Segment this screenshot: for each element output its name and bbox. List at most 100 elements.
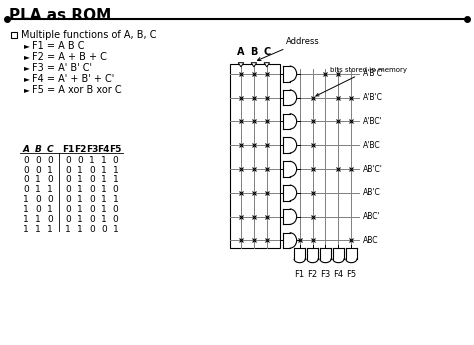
- Text: 1: 1: [23, 225, 29, 234]
- Text: PLA as ROM: PLA as ROM: [9, 8, 111, 23]
- Text: 1: 1: [47, 205, 53, 214]
- Text: 0: 0: [113, 185, 118, 194]
- Text: 0: 0: [65, 176, 71, 185]
- Text: 0: 0: [65, 156, 71, 165]
- Text: F5: F5: [346, 270, 356, 279]
- Text: A'BC': A'BC': [363, 117, 383, 126]
- Text: 1: 1: [23, 195, 29, 204]
- Text: 0: 0: [35, 205, 41, 214]
- Text: 1: 1: [77, 205, 83, 214]
- Text: Address: Address: [257, 37, 319, 61]
- Text: 0: 0: [65, 195, 71, 204]
- Text: ►: ►: [24, 41, 30, 50]
- Text: ABC: ABC: [363, 236, 379, 245]
- Text: 1: 1: [113, 166, 118, 175]
- Text: 1: 1: [89, 156, 95, 165]
- Bar: [230, 64, 280, 248]
- Text: Multiple functions of A, B, C: Multiple functions of A, B, C: [21, 30, 157, 40]
- Text: 1: 1: [35, 176, 41, 185]
- Text: ►: ►: [24, 74, 30, 83]
- Text: 1: 1: [101, 185, 107, 194]
- Text: 1: 1: [47, 185, 53, 194]
- Text: 1: 1: [101, 176, 107, 185]
- Text: B: B: [250, 47, 257, 57]
- Text: 1: 1: [101, 156, 107, 165]
- Text: 1: 1: [23, 205, 29, 214]
- Text: B: B: [35, 145, 42, 154]
- Text: 0: 0: [47, 195, 53, 204]
- Text: A'B'C': A'B'C': [363, 69, 385, 78]
- Text: ►: ►: [24, 52, 30, 61]
- Text: A: A: [237, 47, 245, 57]
- Text: C: C: [47, 145, 54, 154]
- Text: 0: 0: [77, 156, 83, 165]
- Text: F3: F3: [320, 270, 330, 279]
- Polygon shape: [264, 63, 270, 67]
- Text: 0: 0: [35, 156, 41, 165]
- Text: C: C: [263, 47, 271, 57]
- Text: 0: 0: [47, 176, 53, 185]
- Text: 0: 0: [35, 195, 41, 204]
- Text: 0: 0: [89, 205, 95, 214]
- Text: 0: 0: [89, 195, 95, 204]
- Text: ►: ►: [24, 63, 30, 72]
- Text: 1: 1: [47, 166, 53, 175]
- Text: 0: 0: [89, 225, 95, 234]
- Text: 1: 1: [65, 225, 71, 234]
- Text: A'BC: A'BC: [363, 141, 381, 150]
- Polygon shape: [238, 63, 244, 67]
- Text: F1 = A B C: F1 = A B C: [32, 41, 85, 51]
- Text: F5: F5: [109, 145, 122, 154]
- Text: 1: 1: [113, 176, 118, 185]
- Text: F2 = A + B + C: F2 = A + B + C: [32, 52, 107, 62]
- Text: F3 = A' B' C': F3 = A' B' C': [32, 63, 92, 73]
- Text: 1: 1: [35, 225, 41, 234]
- Text: F1: F1: [294, 270, 305, 279]
- Text: 0: 0: [65, 185, 71, 194]
- Text: A'B'C: A'B'C: [363, 93, 383, 102]
- Text: F4: F4: [333, 270, 344, 279]
- Text: 1: 1: [101, 205, 107, 214]
- Text: 0: 0: [23, 185, 29, 194]
- Text: 0: 0: [89, 215, 95, 224]
- Text: 1: 1: [113, 195, 118, 204]
- Text: 1: 1: [113, 225, 118, 234]
- Text: 1: 1: [101, 166, 107, 175]
- Text: 0: 0: [89, 166, 95, 175]
- Text: 0: 0: [65, 215, 71, 224]
- Text: F2: F2: [74, 145, 86, 154]
- Text: 1: 1: [35, 185, 41, 194]
- Text: F4: F4: [98, 145, 110, 154]
- Text: F2: F2: [308, 270, 318, 279]
- Text: F1: F1: [62, 145, 74, 154]
- Text: 1: 1: [35, 215, 41, 224]
- Text: 1: 1: [77, 166, 83, 175]
- Text: 0: 0: [89, 176, 95, 185]
- Text: A: A: [23, 145, 30, 154]
- Text: 1: 1: [77, 215, 83, 224]
- Bar: [11, 32, 17, 38]
- Text: F3: F3: [86, 145, 98, 154]
- Text: 0: 0: [113, 205, 118, 214]
- Text: 0: 0: [113, 156, 118, 165]
- Text: 0: 0: [113, 215, 118, 224]
- Text: 1: 1: [77, 225, 83, 234]
- Text: 0: 0: [23, 166, 29, 175]
- Text: 0: 0: [47, 156, 53, 165]
- Text: 0: 0: [35, 166, 41, 175]
- Text: 0: 0: [23, 176, 29, 185]
- Text: ABC': ABC': [363, 212, 381, 221]
- Text: bits stored in memory: bits stored in memory: [316, 67, 408, 96]
- Text: 0: 0: [47, 215, 53, 224]
- Text: F5 = A xor B xor C: F5 = A xor B xor C: [32, 85, 122, 95]
- Text: 0: 0: [101, 225, 107, 234]
- Text: ►: ►: [24, 85, 30, 94]
- Text: 0: 0: [23, 156, 29, 165]
- Text: 1: 1: [77, 195, 83, 204]
- Text: 0: 0: [89, 185, 95, 194]
- Text: F4 = A' + B' + C': F4 = A' + B' + C': [32, 74, 114, 84]
- Text: AB'C: AB'C: [363, 188, 381, 197]
- Polygon shape: [251, 63, 257, 67]
- Text: 1: 1: [101, 195, 107, 204]
- Text: 1: 1: [23, 215, 29, 224]
